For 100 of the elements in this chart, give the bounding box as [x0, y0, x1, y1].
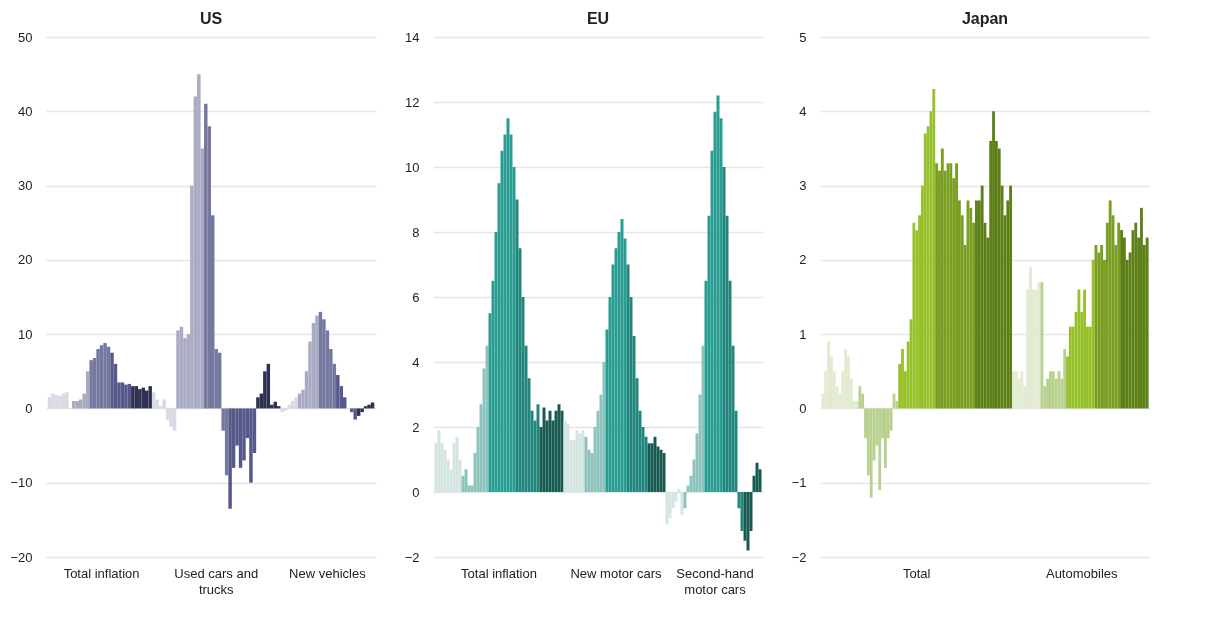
bar — [581, 430, 585, 492]
bar — [204, 103, 208, 409]
bar — [1108, 200, 1112, 409]
y-tick-label: 30 — [18, 178, 33, 194]
bar — [506, 118, 510, 492]
y-tick-label: 8 — [412, 224, 420, 240]
y-tick-label: 2 — [799, 252, 807, 268]
bar — [647, 443, 651, 492]
y-tick-label: 40 — [18, 103, 33, 119]
y-tick-label: −20 — [10, 549, 33, 565]
bar — [677, 488, 681, 492]
bar — [1117, 222, 1121, 409]
bar — [740, 492, 744, 531]
bar — [1091, 259, 1095, 409]
bar — [485, 345, 489, 492]
bar — [148, 386, 152, 409]
y-tick-label: 10 — [405, 159, 420, 175]
y-tick-label: 4 — [412, 354, 420, 370]
y-tick-label: 4 — [799, 103, 807, 119]
bar — [980, 185, 984, 409]
chart-title: US — [199, 10, 223, 27]
y-tick-label: 0 — [799, 400, 807, 416]
bar — [844, 349, 848, 409]
bar — [1068, 326, 1072, 409]
x-tick-label: Total inflation — [63, 565, 140, 581]
bar — [360, 408, 364, 413]
x-tick-label: Automobiles — [1045, 565, 1118, 581]
x-tick-label: New motor cars — [570, 565, 662, 581]
bar — [249, 408, 253, 483]
bar — [602, 362, 606, 492]
bar — [746, 492, 750, 551]
bar — [315, 315, 319, 409]
y-tick-label: 3 — [799, 178, 807, 194]
bar — [336, 375, 340, 409]
bar — [557, 404, 561, 492]
bar — [367, 404, 371, 409]
bar — [542, 407, 546, 492]
y-tick-label: −10 — [10, 475, 33, 491]
bar — [563, 420, 567, 492]
bar — [620, 219, 624, 492]
bar — [1063, 349, 1067, 409]
bar — [659, 449, 663, 492]
bar — [353, 408, 357, 420]
bar — [1009, 185, 1013, 409]
bar — [536, 404, 540, 492]
bar — [1145, 237, 1149, 409]
bar — [858, 386, 862, 409]
bar — [584, 436, 588, 492]
y-tick-label: 14 — [405, 29, 420, 45]
x-tick-label: Second-hand motor cars — [676, 565, 754, 597]
bar — [96, 349, 100, 409]
bar — [716, 95, 720, 492]
x-tick-label: Total — [902, 565, 931, 581]
y-tick-label: −1 — [791, 475, 807, 491]
y-tick-label: 20 — [18, 252, 33, 268]
chart-title: EU — [586, 10, 610, 27]
bar — [701, 345, 705, 492]
bar — [665, 492, 669, 525]
bar — [464, 469, 468, 492]
bar — [1134, 222, 1138, 409]
x-tick-label: Total inflation — [461, 565, 537, 581]
bar — [124, 384, 128, 409]
bar — [683, 492, 687, 509]
x-tick-label: Used cars and trucks — [174, 565, 259, 597]
bar — [932, 89, 936, 409]
bar — [89, 360, 93, 409]
bar — [912, 222, 916, 409]
bar — [827, 341, 830, 409]
x-tick-label: New vehicles — [289, 565, 367, 581]
bar — [1083, 289, 1086, 409]
bar — [356, 408, 361, 416]
bar — [884, 408, 887, 468]
bar — [901, 349, 904, 409]
bar — [878, 408, 882, 491]
y-tick-label: −2 — [791, 549, 807, 565]
bar — [1077, 289, 1081, 409]
y-tick-label: 12 — [405, 94, 420, 110]
bar — [169, 408, 173, 427]
y-tick-label: 5 — [799, 29, 807, 45]
y-tick-label: 0 — [412, 484, 420, 500]
bar — [1012, 371, 1015, 409]
bar — [515, 199, 519, 492]
bar — [722, 167, 726, 492]
chart-title: Japan — [961, 10, 1009, 27]
bar — [662, 453, 666, 492]
bar — [548, 410, 552, 492]
bar — [256, 397, 260, 409]
bar — [755, 462, 759, 492]
y-tick-label: 6 — [412, 289, 420, 305]
bar — [455, 436, 459, 492]
bar — [680, 492, 684, 515]
bar — [626, 264, 630, 492]
bar — [653, 436, 657, 492]
bar — [228, 408, 232, 509]
y-tick-label: 10 — [18, 326, 33, 342]
y-tick-label: 1 — [799, 326, 807, 342]
bar — [131, 386, 135, 409]
y-tick-label: 2 — [412, 419, 420, 435]
y-tick-label: 0 — [25, 400, 33, 416]
bar — [176, 330, 180, 409]
